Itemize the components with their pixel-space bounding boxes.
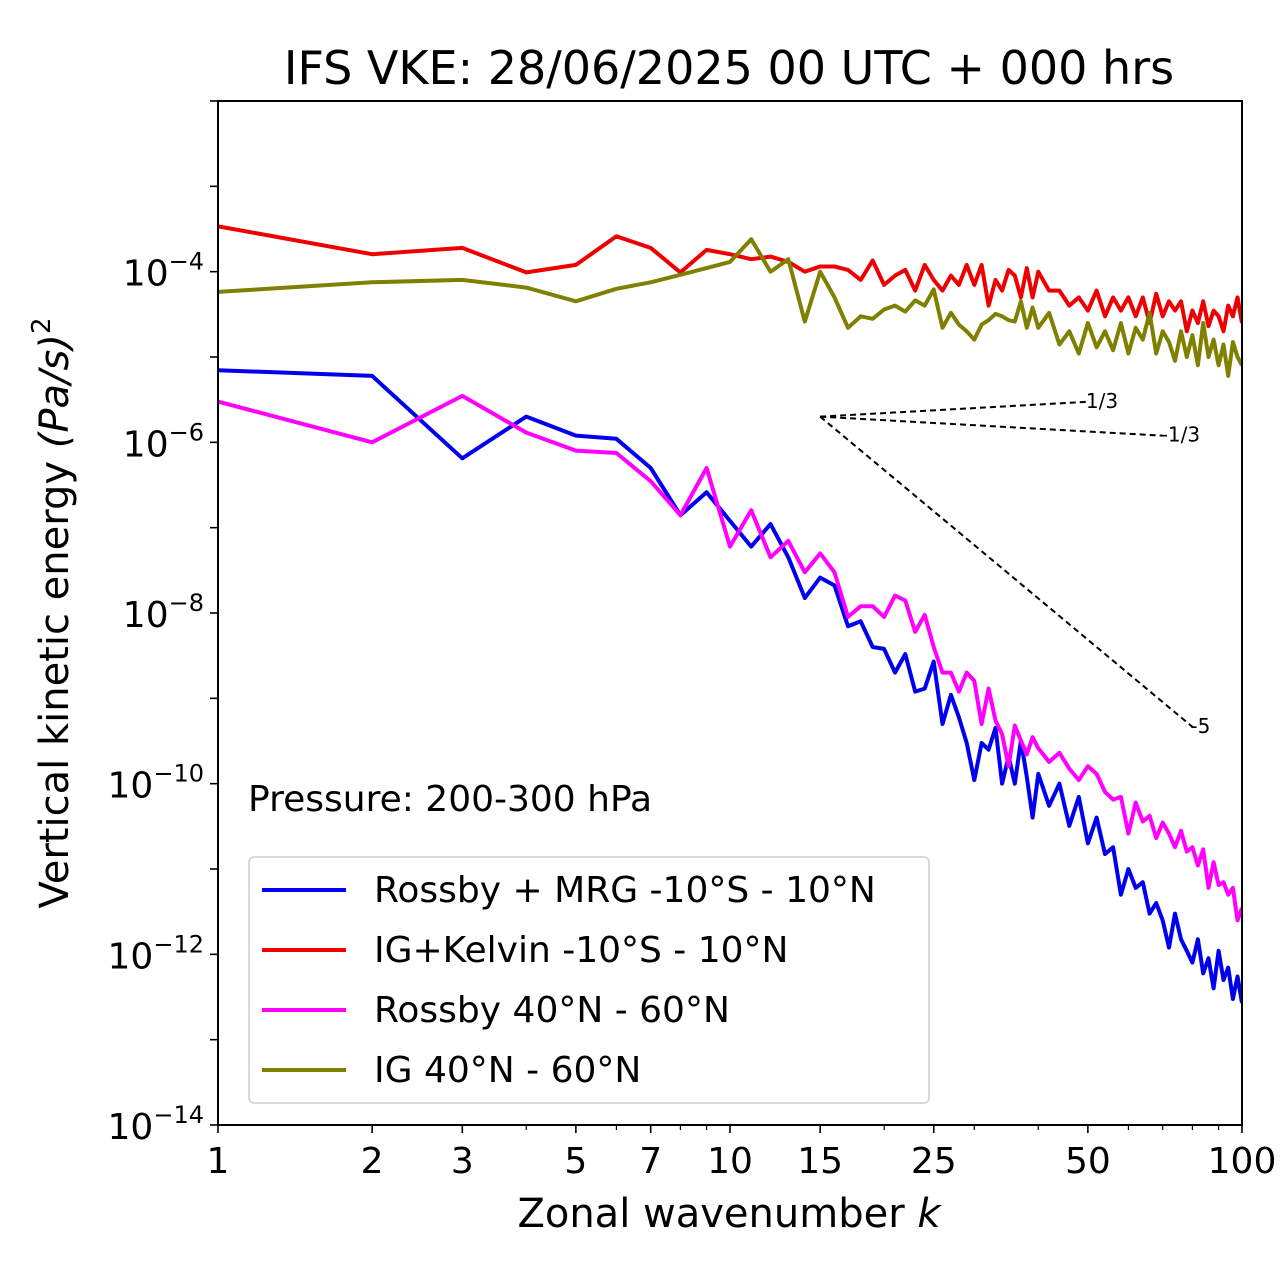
legend-item: IG 40°N - 60°N — [262, 1040, 641, 1100]
y-axis-label-exp: 2 — [27, 318, 57, 335]
y-tick-label: 10−10 — [108, 760, 204, 807]
x-tick-label: 7 — [639, 1141, 662, 1182]
axis-ticks: 1 2 3 5 7 10 15 25 50 100 10−4 10−6 10−8 10−10 10−12 10… — [108, 100, 1277, 1182]
legend-label: Rossby + MRG -10°S - 10°N — [374, 869, 876, 911]
y-axis-label-text: Vertical kinetic energy — [32, 448, 78, 908]
reference-line — [819, 415, 1194, 728]
series-line — [218, 224, 1242, 334]
reference-line-label: -5 — [1190, 714, 1210, 738]
y-tick-label: 10−4 — [123, 248, 204, 295]
legend-swatch — [262, 888, 346, 892]
y-tick-label: 10−14 — [108, 1101, 204, 1148]
y-axis-label-var: (Pa/s) — [32, 334, 78, 448]
x-tick-label: 10 — [707, 1141, 753, 1182]
legend-label: Rossby 40°N - 60°N — [374, 989, 730, 1031]
series-line — [218, 237, 1242, 378]
x-tick-label: 5 — [564, 1141, 587, 1182]
chart-title: IFS VKE: 28/06/2025 00 UTC + 000 hrs — [284, 41, 1174, 95]
legend-item: IG+Kelvin -10°S - 10°N — [262, 920, 788, 980]
legend: Rossby + MRG -10°S - 10°N IG+Kelvin -10°… — [248, 856, 930, 1104]
x-tick-label: 25 — [911, 1141, 957, 1182]
reference-line — [820, 400, 1088, 418]
legend-swatch — [262, 1008, 346, 1012]
legend-swatch — [262, 948, 346, 952]
x-tick-label: 100 — [1208, 1141, 1277, 1182]
legend-label: IG+Kelvin -10°S - 10°N — [374, 929, 789, 971]
plot-frame — [217, 100, 1243, 1126]
reference-lines: 1/3 -1/3 -5 — [819, 389, 1210, 738]
series-line — [218, 393, 1242, 923]
series-lines — [218, 224, 1242, 1004]
plot-region — [218, 224, 1242, 1004]
x-tick-label: 15 — [797, 1141, 843, 1182]
x-tick-label: 50 — [1065, 1141, 1111, 1182]
legend-item: Rossby 40°N - 60°N — [262, 980, 730, 1040]
legend-label: IG 40°N - 60°N — [374, 1049, 642, 1091]
reference-line-label: -1/3 — [1161, 423, 1200, 447]
y-tick-label: 10−6 — [123, 418, 204, 465]
x-tick-label: 2 — [361, 1141, 384, 1182]
x-tick-label: 3 — [451, 1141, 474, 1182]
reference-line — [820, 415, 1163, 437]
series-line — [218, 368, 1242, 1004]
y-axis-label: Vertical kinetic energy (Pa/s)2 — [27, 318, 78, 909]
legend-swatch — [262, 1068, 346, 1072]
x-axis-label-var: k — [917, 1191, 942, 1237]
y-tick-label: 10−12 — [108, 930, 204, 977]
y-tick-label: 10−8 — [123, 589, 204, 636]
reference-line-label: 1/3 — [1086, 389, 1118, 413]
legend-item: Rossby + MRG -10°S - 10°N — [262, 860, 876, 920]
x-tick-label: 1 — [207, 1141, 230, 1182]
pressure-annotation: Pressure: 200-300 hPa — [248, 779, 652, 820]
x-axis-label: Zonal wavenumber k — [517, 1191, 942, 1237]
x-axis-label-text: Zonal wavenumber — [517, 1191, 917, 1237]
